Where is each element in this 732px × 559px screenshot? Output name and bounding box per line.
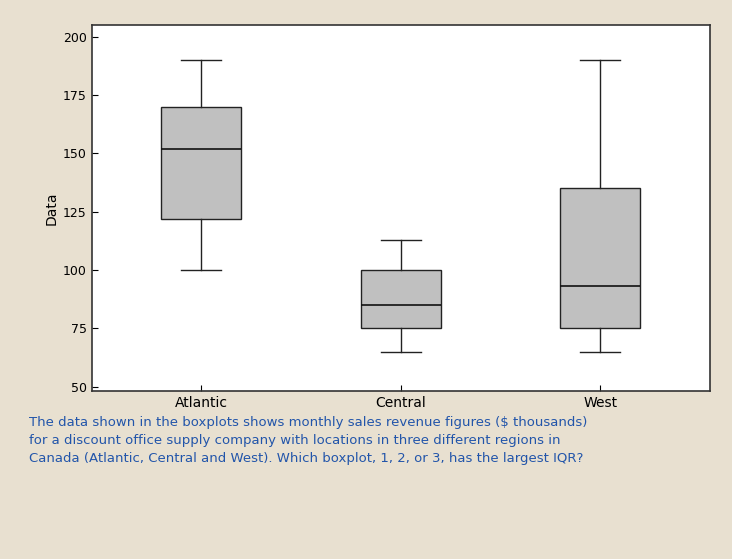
PathPatch shape: [361, 270, 441, 328]
PathPatch shape: [161, 107, 241, 219]
Y-axis label: Data: Data: [45, 192, 59, 225]
PathPatch shape: [561, 188, 640, 328]
Text: The data shown in the boxplots shows monthly sales revenue figures ($ thousands): The data shown in the boxplots shows mon…: [29, 416, 588, 466]
